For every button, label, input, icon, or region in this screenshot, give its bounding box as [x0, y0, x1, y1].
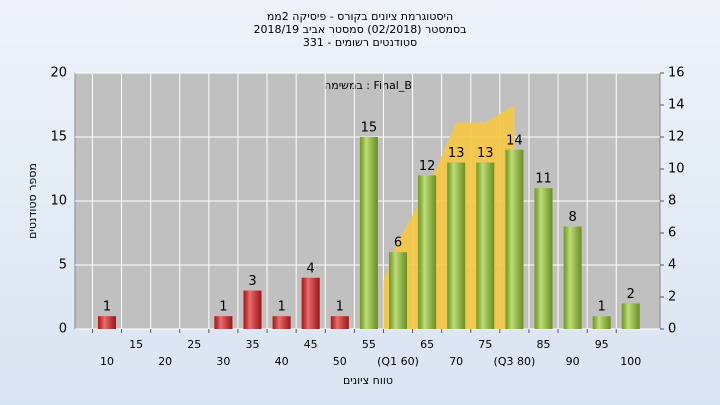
bar-shine [447, 162, 466, 329]
value-label: 3 [248, 274, 256, 289]
x-tick-label: 45 [304, 338, 318, 351]
y-axis-label: מספר סטודנטים [26, 163, 39, 239]
bar-shine [98, 316, 116, 329]
x-tick-label: (Q1 60) [377, 355, 419, 368]
value-label: 12 [419, 159, 436, 174]
y-tick-label: 0 [59, 322, 67, 337]
bar-shine [214, 316, 233, 329]
title-line: בסמסטר (02/2018) סמסטר אביב 2018/19 [253, 23, 466, 36]
y2-tick-label: 0 [668, 322, 676, 337]
value-label: 1 [103, 300, 111, 315]
y2-tick-label: 2 [668, 290, 676, 305]
y-tick-label: 15 [50, 130, 67, 145]
x-axis-label: טווח ציונים [343, 374, 393, 387]
bar-shine [272, 316, 291, 329]
bar-shine [534, 188, 553, 329]
bar-shine [563, 226, 582, 329]
bar-shine [330, 316, 349, 329]
value-label: 15 [361, 121, 378, 136]
x-tick-label: 15 [129, 338, 143, 351]
bar-shine [476, 162, 495, 329]
x-tick-label: 10 [100, 355, 114, 368]
value-label: 1 [598, 300, 606, 315]
x-tick-label: 70 [449, 355, 463, 368]
x-tick-label: 55 [362, 338, 376, 351]
value-label: 8 [568, 210, 576, 225]
bar-shine [243, 290, 262, 329]
y-tick-label: 20 [50, 66, 67, 81]
bar-shine [505, 149, 524, 329]
bar-shine [359, 137, 378, 329]
x-tick-label: 25 [187, 338, 201, 351]
annotation: במשימה : Final_B [324, 79, 412, 92]
y2-tick-label: 14 [668, 98, 685, 113]
value-label: 13 [477, 146, 494, 161]
y2-tick-label: 6 [668, 226, 676, 241]
value-label: 13 [448, 146, 465, 161]
y-tick-label: 10 [50, 194, 67, 209]
y2-tick-label: 10 [668, 162, 685, 177]
value-label: 11 [535, 172, 552, 187]
bar-shine [389, 252, 407, 329]
value-label: 2 [627, 287, 635, 302]
x-tick-label: 95 [595, 338, 609, 351]
y2-tick-label: 8 [668, 194, 676, 209]
value-label: 1 [219, 300, 227, 315]
title-line: סטודנטים רשומים - 331 [303, 36, 417, 49]
bar-shine [418, 175, 437, 329]
x-tick-label: 90 [566, 355, 580, 368]
value-label: 1 [277, 300, 285, 315]
x-tick-label: 65 [420, 338, 434, 351]
x-tick-label: 100 [620, 355, 641, 368]
x-tick-label: 75 [478, 338, 492, 351]
x-tick-label: 85 [537, 338, 551, 351]
y2-tick-label: 4 [668, 258, 676, 273]
bar-shine [621, 303, 640, 329]
value-label: 1 [336, 300, 344, 315]
x-tick-label: 50 [333, 355, 347, 368]
y2-tick-label: 12 [668, 130, 685, 145]
y2-tick-label: 16 [668, 66, 685, 81]
title-line: היסטוגרמת ציונים בקורס - פיסיקה 2ממ [267, 10, 453, 23]
y-tick-label: 5 [59, 258, 67, 273]
value-label: 6 [394, 236, 402, 251]
bar-shine [592, 316, 611, 329]
x-tick-label: 40 [275, 355, 289, 368]
value-label: 4 [307, 261, 315, 276]
x-tick-label: 20 [158, 355, 172, 368]
value-label: 14 [506, 133, 523, 148]
bar-shine [301, 277, 320, 329]
x-tick-label: 30 [216, 355, 230, 368]
x-tick-label: (Q3 80) [494, 355, 536, 368]
x-tick-label: 35 [246, 338, 260, 351]
